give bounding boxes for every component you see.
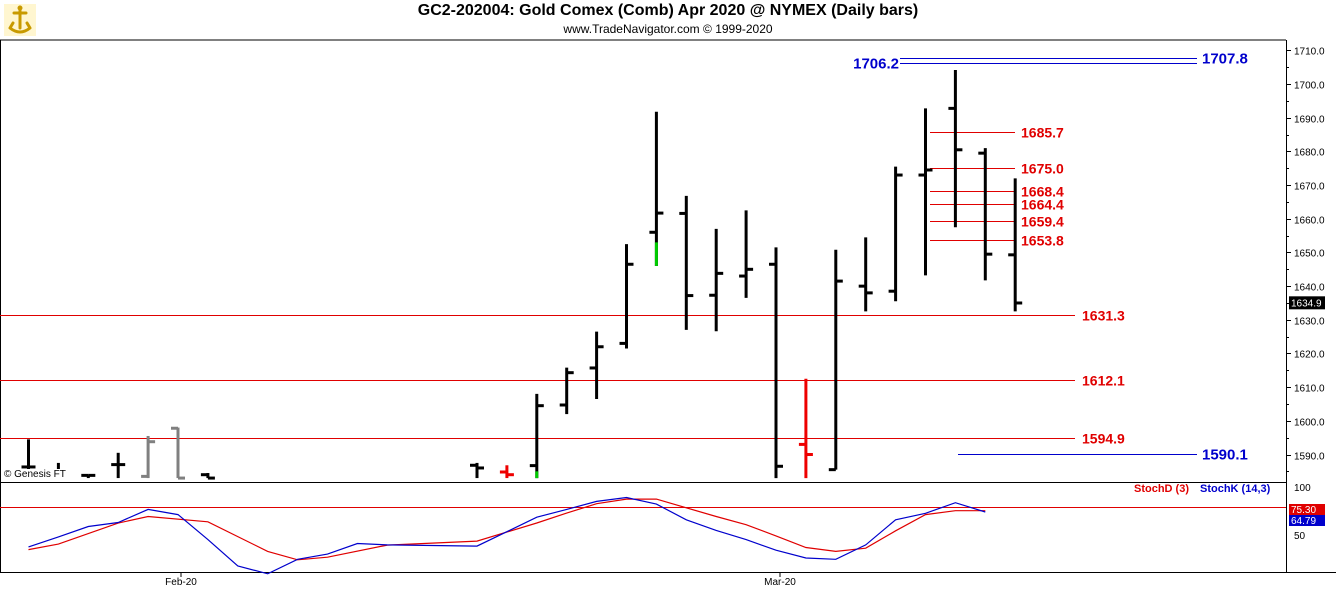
ohlc-bar [948, 69, 963, 228]
y-tick-label: 1690.0 [1294, 115, 1325, 126]
stochd-line [28, 498, 986, 561]
level-label-blue: 1707.8 [1202, 51, 1248, 68]
y-tick-label: 1650.0 [1294, 249, 1325, 260]
x-tick-label: Feb-20 [165, 577, 197, 588]
ohlc-bar [81, 473, 96, 479]
y-tick-label: 1620.0 [1294, 350, 1325, 361]
level-label-red: 1653.8 [1021, 233, 1064, 249]
level-label-red: 1668.4 [1021, 184, 1064, 200]
y-tick-label: 1680.0 [1294, 148, 1325, 159]
ohlc-bar [739, 210, 754, 298]
legend-stochk: StochK (14,3) [1200, 483, 1271, 495]
level-label-red: 1612.1 [1082, 373, 1125, 389]
copyright-text: © Genesis FT [4, 469, 66, 480]
ohlc-bar [470, 462, 484, 479]
stochk-last-label: 64.79 [1291, 516, 1316, 527]
ohlc-bar [559, 367, 574, 415]
y-tick-label: 1600.0 [1294, 418, 1325, 429]
ohlc-bar [649, 111, 664, 266]
stochastic-panel [0, 496, 1286, 575]
trade-navigator-logo-icon [4, 4, 36, 36]
level-label-blue: 1590.1 [1202, 447, 1248, 464]
ohlc-bar [499, 465, 514, 479]
chart-title: GC2-202004: Gold Comex (Comb) Apr 2020 @… [417, 2, 919, 19]
stochk-line [28, 496, 986, 575]
last-price-label: 1634.9 [1291, 298, 1322, 309]
ohlc-bar [769, 247, 783, 479]
date-x-axis: Feb-20 Mar-20 [165, 572, 796, 588]
y-tick-label: 1630.0 [1294, 317, 1325, 328]
y-tick-label: 1660.0 [1294, 216, 1325, 227]
level-label-red: 1594.9 [1082, 431, 1125, 447]
stoch-tick-label: 50 [1294, 531, 1306, 542]
ohlc-bar [171, 426, 185, 480]
stoch-tick-label: 100 [1294, 483, 1311, 494]
last-price-box [1289, 296, 1325, 310]
y-tick-label: 1610.0 [1294, 384, 1325, 395]
ohlc-bar [619, 244, 634, 349]
stochd-last-box [1289, 504, 1325, 515]
y-tick-label: 1590.0 [1294, 452, 1325, 463]
x-tick-label: Mar-20 [764, 577, 796, 588]
ohlc-bar [141, 435, 156, 479]
ohlc-bar [858, 237, 873, 312]
ohlc-bar [709, 228, 724, 332]
ohlc-bar [978, 148, 993, 281]
level-label-red: 1675.0 [1021, 161, 1064, 177]
ohlc-bar [828, 249, 843, 472]
ohlc-bars [21, 69, 1023, 480]
ohlc-bar [888, 166, 903, 302]
level-label-red: 1664.4 [1021, 197, 1064, 213]
stochk-last-box [1289, 515, 1325, 526]
y-tick-label: 1640.0 [1294, 283, 1325, 294]
stochd-last-label: 75.30 [1291, 505, 1316, 516]
level-label-red: 1631.3 [1082, 308, 1125, 324]
ohlc-bar [200, 473, 215, 480]
y-tick-label: 1710.0 [1294, 47, 1325, 58]
y-tick-label: 1700.0 [1294, 81, 1325, 92]
y-tick-label: 1670.0 [1294, 182, 1325, 193]
ohlc-bar [1008, 178, 1023, 312]
level-label-red: 1659.4 [1021, 214, 1064, 230]
ohlc-bar [679, 195, 694, 330]
level-label-red: 1685.7 [1021, 125, 1064, 141]
ohlc-bar [798, 378, 813, 479]
ohlc-bar [918, 108, 933, 276]
legend-stochd: StochD (3) [1134, 483, 1189, 495]
ohlc-bar [111, 452, 126, 479]
ohlc-bar [529, 393, 544, 479]
price-y-axis: 1590.0 1600.0 1610.0 1620.0 1630.0 1640.0 1650… [1286, 47, 1325, 472]
ohlc-bar [589, 331, 604, 399]
chart-subtitle: www.TradeNavigator.com © 1999-2020 [563, 22, 773, 36]
level-label-blue: 1706.2 [853, 56, 899, 73]
